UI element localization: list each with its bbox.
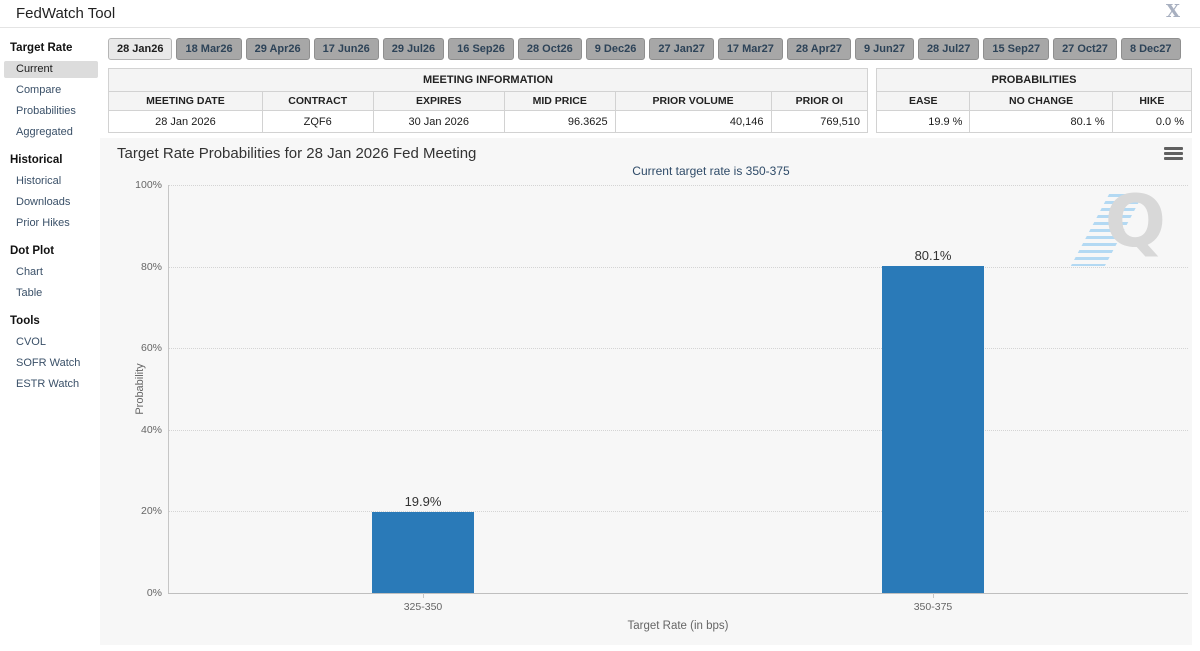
chart-menu-icon[interactable] [1164,147,1183,161]
y-gridline [168,348,1188,350]
y-gridline [168,429,1188,431]
y-axis-tick-label: 100% [135,179,162,191]
column-header: PRIOR OI [770,91,869,111]
probability-bar[interactable] [372,511,474,593]
y-axis-tick-label: 0% [146,587,162,599]
column-header: NO CHANGE [969,91,1113,111]
x-axis-title: Target Rate (in bps) [627,620,729,632]
table-cell: 40,146 [614,110,772,133]
sidebar-item-probabilities[interactable]: Probabilities [16,105,76,117]
sidebar-item-cvol[interactable]: CVOL [16,336,46,348]
y-axis-tick-label: 20% [140,505,162,518]
sidebar-item-compare[interactable]: Compare [16,84,62,96]
column-header: EASE [875,91,971,111]
table-cell: 0.0 % [1111,110,1193,133]
x-axis-tick-label: 350-375 [913,601,953,613]
sidebar-section-title: Dot Plot [10,245,55,257]
app-header: FedWatch Tool X [0,0,1200,28]
sidebar-item-estr-watch[interactable]: ESTR Watch [16,378,80,390]
table-cell: 30 Jan 2026 [372,110,505,133]
meeting-tab[interactable]: 28 Jul27 [917,38,980,60]
y-gridline [168,185,1188,186]
sidebar-item-aggregated[interactable]: Aggregated [16,126,73,138]
page-title: FedWatch Tool [16,5,116,22]
sidebar-item-downloads[interactable]: Downloads [16,196,71,208]
meeting-tab[interactable]: 28 Jan26 [108,38,173,60]
y-axis-tick-label: 40% [140,423,162,436]
sidebar-item-prior-hikes[interactable]: Prior Hikes [16,217,70,229]
table-cell: 19.9 % [875,110,971,133]
table-title: MEETING INFORMATION [108,68,868,92]
x-axis-line [168,593,1188,594]
meeting-tab[interactable]: 27 Oct27 [1053,38,1117,60]
sidebar-item-chart[interactable]: Chart [16,266,43,278]
y-axis-tick-label: 80% [140,260,162,273]
meeting-tab[interactable]: 29 Jul26 [382,38,445,60]
x-axis-tick-label: 325-350 [403,601,443,613]
meeting-tabs: 28 Jan26 18 Mar26 29 Apr26 17 Jun26 29 Jul26… [108,38,1192,62]
sidebar-item-sofr-watch[interactable]: SOFR Watch [16,357,81,369]
column-header: EXPIRES [372,91,505,111]
column-header: MEETING DATE [108,91,263,111]
y-axis-line [168,185,169,593]
column-header: HIKE [1111,91,1193,111]
sidebar-item-table[interactable]: Table [16,287,43,299]
close-icon[interactable]: X [1166,1,1180,22]
y-gridline [168,266,1188,268]
chart-title: Target Rate Probabilities for 28 Jan 202… [117,145,477,162]
column-header: PRIOR VOLUME [614,91,772,111]
table-title: PROBABILITIES [876,68,1192,92]
x-axis-tick [933,593,934,598]
probability-chart: Target Rate Probabilities for 28 Jan 202… [100,138,1192,645]
meeting-tab[interactable]: 8 Dec27 [1120,38,1181,60]
column-header: CONTRACT [261,91,374,111]
bar-value-label: 19.9% [404,493,442,509]
y-axis-tick-label: 60% [140,342,162,355]
table-cell: 80.1 % [969,110,1113,133]
meeting-tab[interactable]: 9 Dec26 [585,38,646,60]
meeting-tab[interactable]: 15 Sep27 [983,38,1050,60]
table-cell: 769,510 [770,110,869,133]
sidebar: Target Rate Current Compare Probabilities Ag… [0,28,100,651]
meeting-tab[interactable]: 27 Jan27 [649,38,714,60]
sidebar-item-current[interactable]: Current [4,61,98,78]
meeting-tab[interactable]: 17 Jun26 [313,38,379,60]
meeting-tab[interactable]: 16 Sep26 [448,38,514,60]
table-cell: ZQF6 [261,110,374,133]
meeting-tab[interactable]: 18 Mar26 [176,38,242,60]
bar-value-label: 80.1% [914,248,952,264]
meeting-tab[interactable]: 28 Oct26 [517,38,582,60]
table-cell: 96.3625 [503,110,616,133]
meeting-tab[interactable]: 17 Mar27 [717,38,783,60]
meeting-information-table: MEETING INFORMATION MEETING DATE CONTRACT E… [108,68,869,133]
column-header: MID PRICE [503,91,616,111]
x-axis-tick [423,593,424,598]
probability-bar[interactable] [882,266,984,593]
sidebar-section-title: Tools [10,315,40,327]
chart-subtitle: Current target rate is 350-375 [632,164,790,178]
quikstrike-watermark-icon: Q [1070,180,1166,270]
sidebar-section-title: Target Rate [10,42,73,54]
table-cell: 28 Jan 2026 [108,110,263,133]
y-gridline [168,511,1188,513]
sidebar-section-title: Historical [10,154,63,166]
meeting-tab[interactable]: 29 Apr26 [245,38,310,60]
meeting-tab[interactable]: 9 Jun27 [854,38,914,60]
y-axis-title: Probability [134,363,146,415]
meeting-tab[interactable]: 28 Apr27 [786,38,851,60]
sidebar-item-historical[interactable]: Historical [16,175,62,187]
probabilities-table: PROBABILITIES EASE NO CHANGE HIKE 19.9 % 80.1… [875,68,1193,133]
